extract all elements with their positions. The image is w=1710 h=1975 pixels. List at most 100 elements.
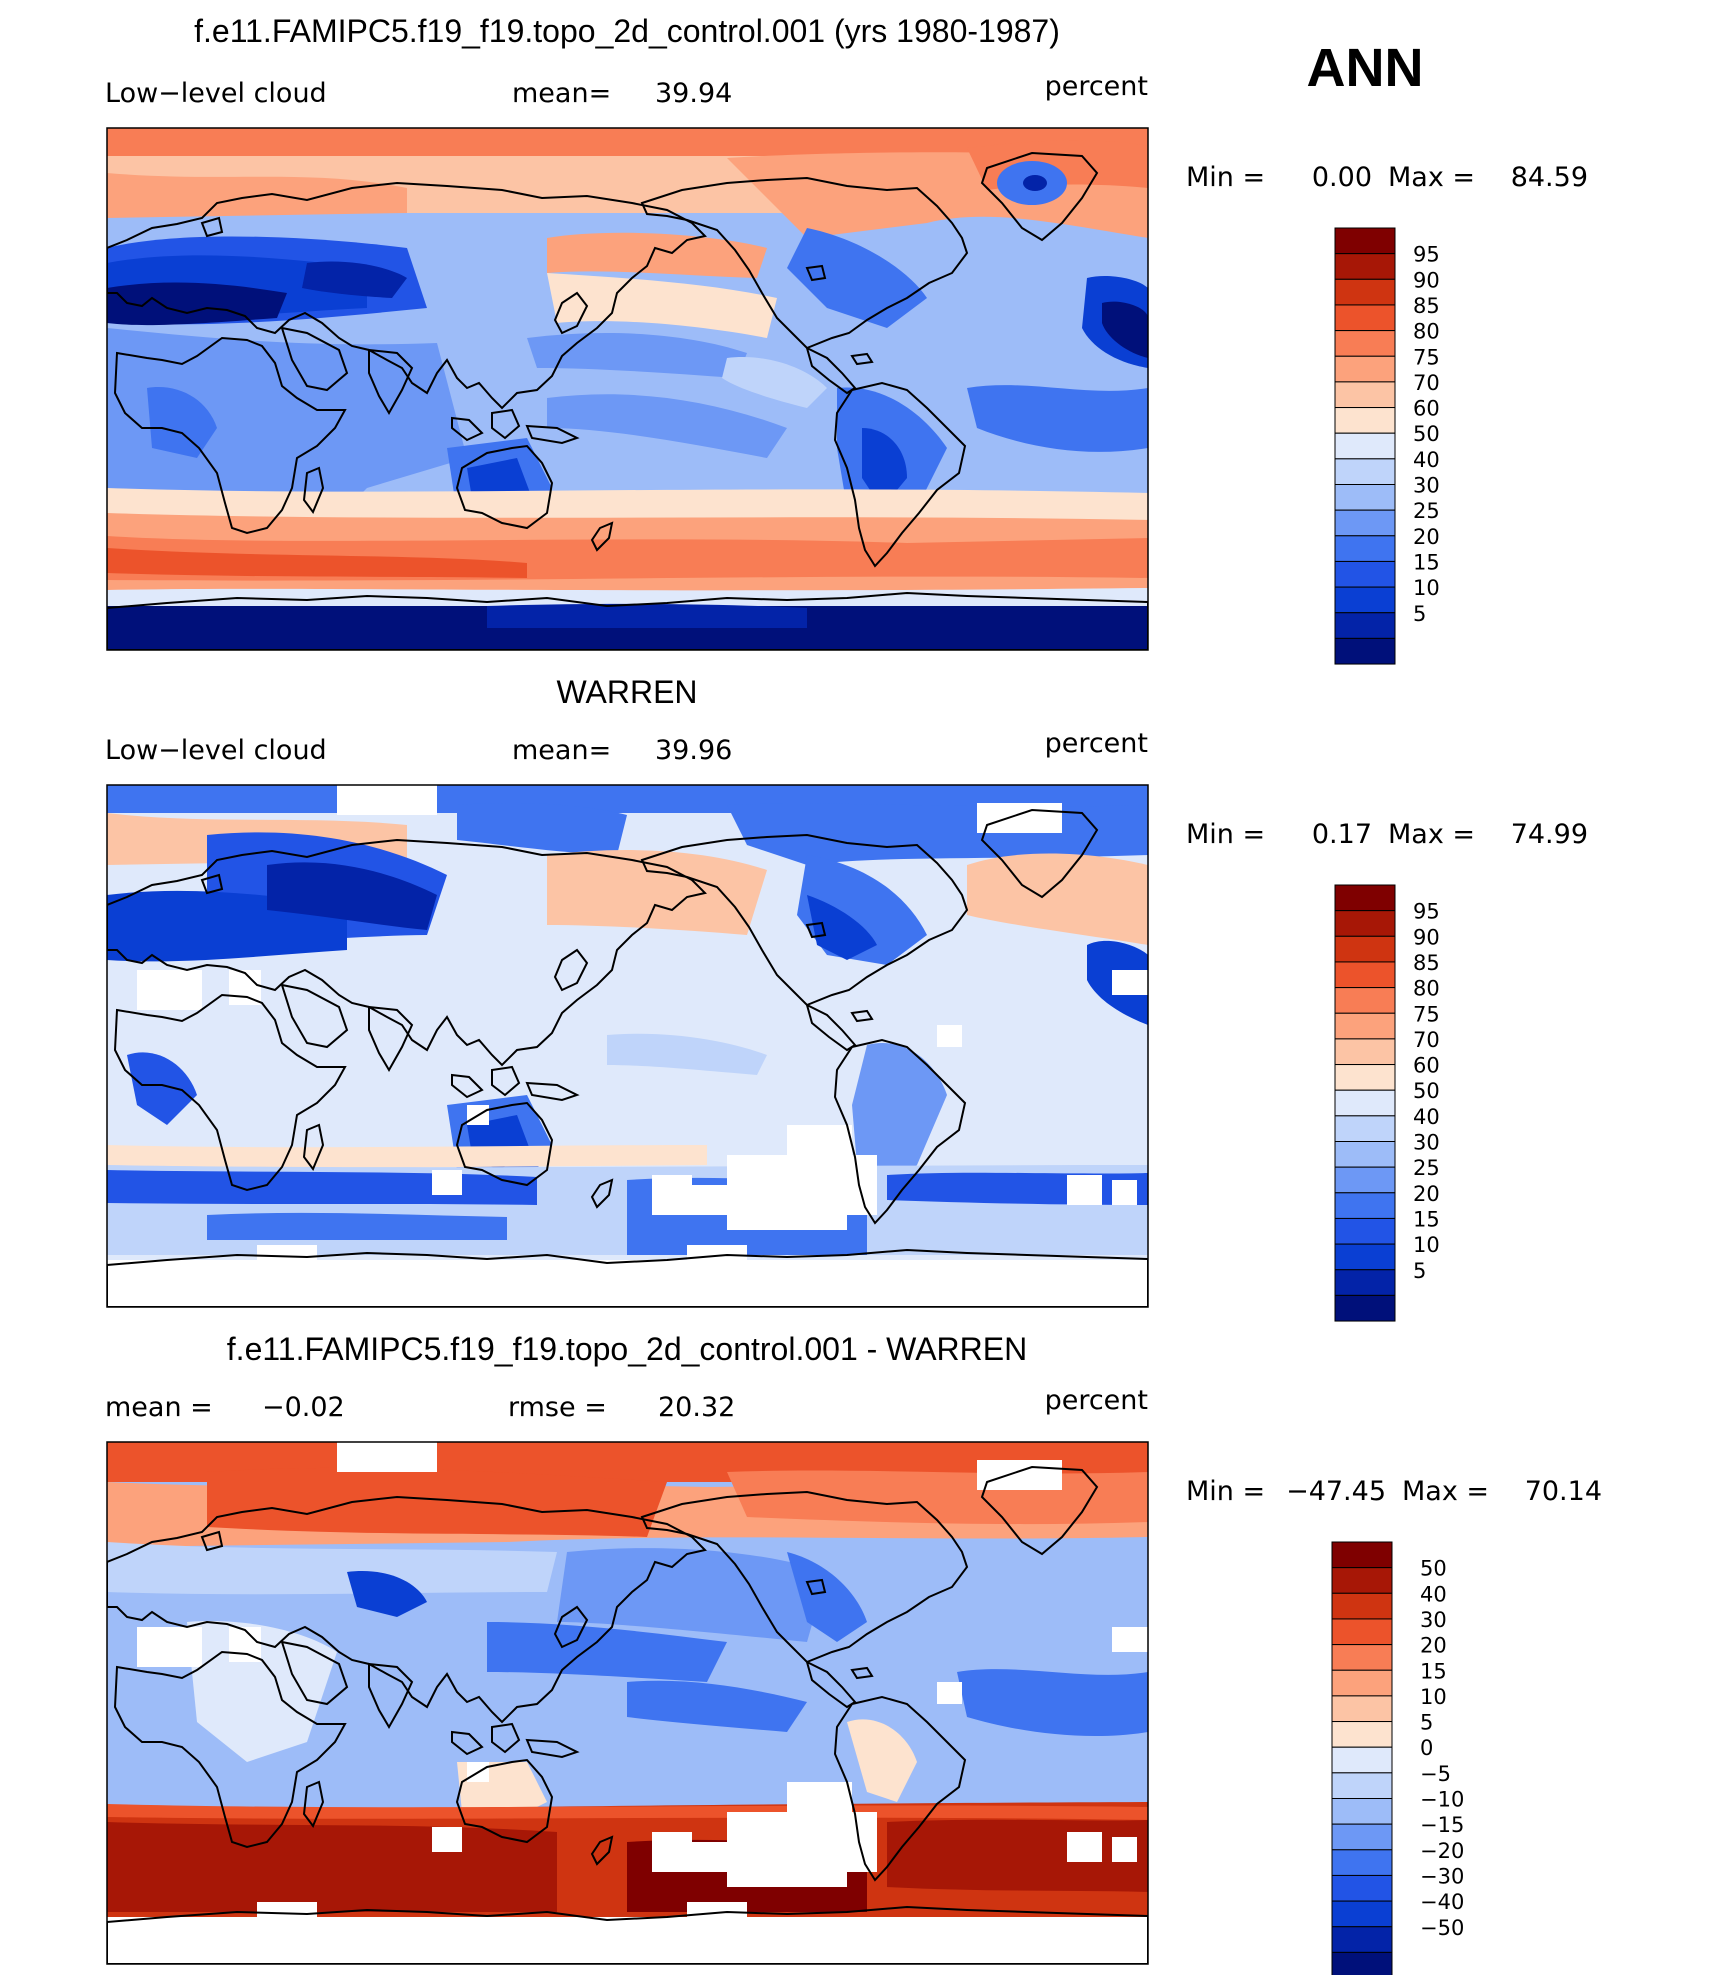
- panel-2-variable-label: Low−level cloud: [105, 735, 327, 766]
- colorbar-segment: [1334, 586, 1396, 614]
- colorbar-tick-label: 5: [1413, 1259, 1426, 1283]
- colorbar-tick-label: 10: [1413, 1233, 1440, 1257]
- panel-1-mean-value: 39.94: [655, 78, 732, 109]
- colorbar-tick-label: 70: [1413, 371, 1440, 395]
- colorbar-tick-label: 95: [1413, 243, 1440, 267]
- colorbar-segment: [1334, 560, 1396, 588]
- colorbar-segment: [1334, 381, 1396, 409]
- panel-1-units: percent: [1045, 71, 1148, 102]
- panel-2-units: percent: [1045, 728, 1148, 759]
- colorbar-segment: [1334, 935, 1396, 963]
- colorbar-segment: [1334, 253, 1396, 280]
- colorbar-segment: [1334, 1294, 1396, 1322]
- panel-3-rmse-label: rmse =: [508, 1392, 607, 1423]
- panel-3-mean-value: −0.02: [262, 1392, 345, 1423]
- colorbar-segment: [1334, 1064, 1396, 1091]
- panel-1-min-value: 0.00: [1312, 162, 1372, 193]
- panel-3-max-label: Max =: [1402, 1476, 1489, 1507]
- colorbar-tick-label: 60: [1413, 397, 1440, 421]
- colorbar-segment: [1334, 1269, 1396, 1296]
- panel-3-units: percent: [1045, 1385, 1148, 1416]
- colorbar-segment: [1331, 1669, 1393, 1697]
- colorbar-tick-label: 30: [1413, 474, 1440, 498]
- colorbar-tick-label: −50: [1420, 1916, 1464, 1940]
- colorbar-segment: [1334, 1089, 1396, 1117]
- map-frame-model: [106, 127, 1149, 651]
- colorbar-tick-label: 20: [1413, 525, 1440, 549]
- colorbar-tick-label: 80: [1413, 977, 1440, 1001]
- colorbar-segment: [1334, 1141, 1396, 1168]
- colorbar-tick-label: −5: [1420, 1762, 1451, 1786]
- colorbar-segment: [1334, 278, 1396, 306]
- colorbar-tick-label: 15: [1413, 1207, 1440, 1231]
- colorbar-tick-label: −15: [1420, 1813, 1464, 1837]
- colorbar-tick-label: 20: [1420, 1634, 1447, 1658]
- colorbar-segment: [1334, 407, 1396, 434]
- colorbar-segment: [1331, 1823, 1393, 1851]
- colorbar-segment: [1334, 227, 1396, 255]
- colorbar-segment: [1334, 1038, 1396, 1066]
- panel-3-min-label: Min =: [1186, 1476, 1265, 1507]
- panel-2-min-value: 0.17: [1312, 819, 1372, 850]
- season-label: ANN: [1307, 38, 1424, 98]
- colorbar-segment: [1334, 1217, 1396, 1245]
- colorbar-tick-label: 5: [1413, 602, 1426, 626]
- panel-3-title: f.e11.FAMIPC5.f19_f19.topo_2d_control.00…: [227, 1331, 1027, 1367]
- colorbar-segment: [1334, 535, 1396, 562]
- colorbar-tick-label: 90: [1413, 268, 1440, 292]
- colorbar-tick-label: 75: [1413, 345, 1440, 369]
- colorbar-segment: [1334, 1243, 1396, 1271]
- colorbar-tick-label: 25: [1413, 1156, 1440, 1180]
- colorbar-tick-label: −10: [1420, 1788, 1464, 1812]
- colorbar-segment: [1331, 1951, 1393, 1975]
- colorbar-segment: [1331, 1798, 1393, 1825]
- colorbar-segment: [1334, 1115, 1396, 1142]
- panel-3-mean-label: mean =: [105, 1392, 213, 1423]
- colorbar-segment: [1334, 304, 1396, 332]
- map-panel-diff: [107, 1442, 1148, 1964]
- colorbar-segment: [1331, 1849, 1393, 1876]
- map-panel-model: [107, 128, 1148, 650]
- colorbar-tick-label: 70: [1413, 1028, 1440, 1052]
- colorbar-segment: [1334, 355, 1396, 383]
- colorbar-segment: [1331, 1618, 1393, 1646]
- colorbar-tick-label: 85: [1413, 951, 1440, 975]
- colorbar-segment: [1331, 1772, 1393, 1799]
- colorbar-tick-label: 25: [1413, 499, 1440, 523]
- colorbar-tick-label: 50: [1420, 1557, 1447, 1581]
- colorbar-segment: [1334, 637, 1396, 665]
- colorbar-segment: [1331, 1541, 1393, 1569]
- panel-1-mean-label: mean=: [512, 78, 611, 109]
- panel-1-title: f.e11.FAMIPC5.f19_f19.topo_2d_control.00…: [194, 13, 1060, 49]
- colorbar-tick-label: 15: [1420, 1659, 1447, 1683]
- colorbar-tick-label: 85: [1413, 294, 1440, 318]
- colorbar-tick-label: 90: [1413, 925, 1440, 949]
- panel-2-mean-value: 39.96: [655, 735, 732, 766]
- panel-2-min-label: Min =: [1186, 819, 1265, 850]
- colorbar-tick-label: −40: [1420, 1890, 1464, 1914]
- colorbar-segment: [1334, 509, 1396, 537]
- colorbar-tick-label: 95: [1413, 900, 1440, 924]
- colorbar-segment: [1331, 1721, 1393, 1748]
- colorbar-segment: [1331, 1900, 1393, 1928]
- colorbar-tick-label: 50: [1413, 1079, 1440, 1103]
- colorbar-tick-label: 5: [1420, 1711, 1433, 1735]
- colorbar-segment: [1334, 484, 1396, 511]
- colorbar-tick-label: 40: [1420, 1582, 1447, 1606]
- panel-2-max-value: 74.99: [1511, 819, 1588, 850]
- colorbar-segment: [1331, 1644, 1393, 1671]
- map-frame-obs: [106, 784, 1149, 1308]
- colorbar-segment: [1334, 330, 1396, 357]
- colorbar-segment: [1334, 612, 1396, 639]
- colorbar-segment: [1334, 987, 1396, 1014]
- colorbar-tick-label: 10: [1413, 576, 1440, 600]
- panel-2-max-label: Max =: [1388, 819, 1475, 850]
- colorbar-tick-label: 75: [1413, 1002, 1440, 1026]
- colorbar-tick-label: 15: [1413, 550, 1440, 574]
- panel-2-mean-label: mean=: [512, 735, 611, 766]
- colorbar-segment: [1334, 458, 1396, 486]
